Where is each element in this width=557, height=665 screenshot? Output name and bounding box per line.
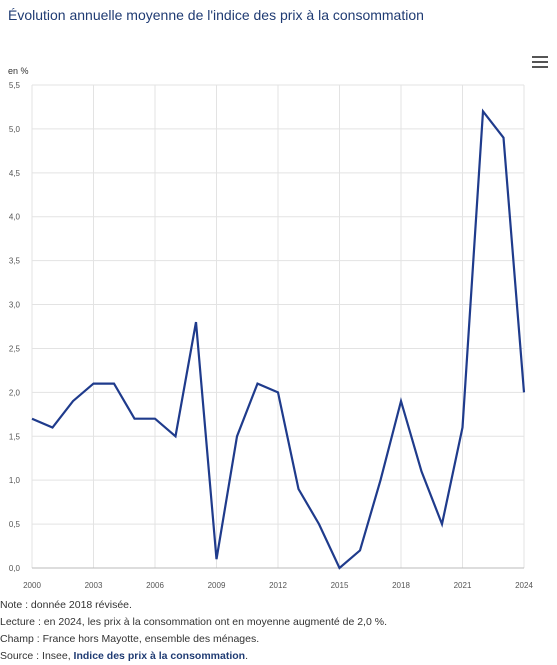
source-link[interactable]: Indice des prix à la consommation [73, 650, 246, 662]
series-line [31, 108, 526, 570]
x-tick-label: 2012 [269, 581, 287, 590]
y-tick-label: 5,5 [9, 81, 21, 90]
source-prefix: Source : Insee, [0, 650, 74, 662]
y-tick-label: 5,0 [9, 125, 21, 134]
x-tick-label: 2024 [515, 581, 533, 590]
y-axis-label: en % [8, 66, 29, 76]
y-tick-label: 2,0 [9, 388, 21, 397]
y-tick-label: 2,5 [9, 344, 21, 353]
x-tick-label: 2009 [208, 581, 226, 590]
x-tick-label: 2006 [146, 581, 164, 590]
y-tick-label: 3,5 [9, 257, 21, 266]
y-tick-label: 4,5 [9, 169, 21, 178]
chart-title: Évolution annuelle moyenne de l'indice d… [8, 7, 424, 23]
y-tick-label: 1,0 [9, 476, 21, 485]
source-suffix: . [245, 650, 249, 662]
y-tick-label: 0,5 [9, 520, 21, 529]
footnotes: Note : donnée 2018 révisée. Lecture : en… [0, 597, 387, 665]
note-text: Note : donnée 2018 révisée. [0, 599, 132, 611]
x-tick-label: 2021 [454, 581, 472, 590]
y-tick-label: 4,0 [9, 213, 21, 222]
y-tick-label: 0,0 [9, 564, 21, 573]
x-tick-label: 2000 [23, 581, 41, 590]
y-tick-label: 1,5 [9, 432, 21, 441]
source-line: Source : Insee, Indice des prix à la con… [0, 648, 387, 665]
x-tick-label: 2018 [392, 581, 410, 590]
scope-text: Champ : France hors Mayotte, ensemble de… [0, 633, 260, 645]
reading-text: Lecture : en 2024, les prix à la consomm… [0, 616, 387, 628]
y-tick-label: 3,0 [9, 301, 21, 310]
line-chart: en % 0,0 0,5 1,0 1,5 2,0 2,5 3,0 3,5 4,0 4,5 5,0 5,… [8, 66, 533, 590]
x-tick-label: 2003 [85, 581, 103, 590]
x-tick-label: 2015 [331, 581, 349, 590]
hamburger-menu-icon[interactable] [532, 56, 548, 70]
